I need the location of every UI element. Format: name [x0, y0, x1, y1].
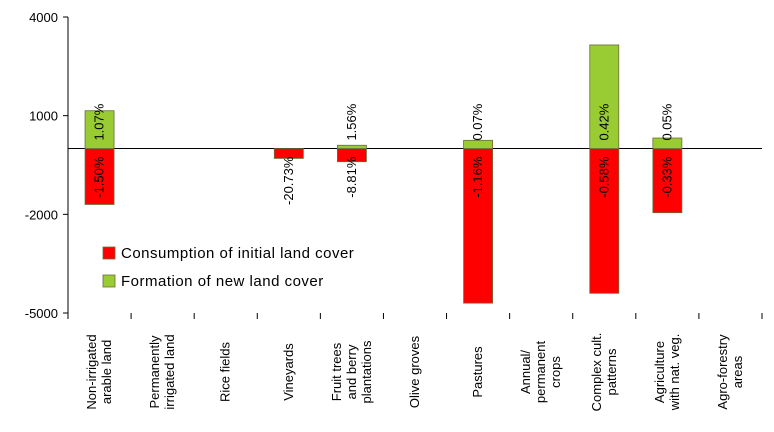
category-label: Vineyards — [281, 343, 296, 401]
category-label: Agriculture with nat. veg. — [652, 334, 682, 412]
formation-percent-label: 0.07% — [470, 103, 485, 140]
y-tick-label: 4000 — [29, 10, 58, 25]
category-label-line: arable land — [99, 340, 114, 404]
consumption-bar — [273, 148, 304, 159]
category-label-line: Permanently — [147, 335, 162, 408]
category-label-line: Annual/ — [518, 350, 533, 394]
bars — [84, 44, 683, 304]
category-label-line: with nat. veg. — [667, 334, 682, 412]
y-tick-label: 1000 — [29, 109, 58, 124]
category-label-line: Agriculture — [652, 341, 667, 403]
consumption-percent-label: -0.33% — [659, 156, 674, 198]
category-label: Complex cult. patterns — [589, 333, 619, 412]
category-label: Fruit trees and berry plantations — [329, 340, 374, 403]
formation-percent-label: 0.42% — [596, 103, 611, 140]
category-label-line: crops — [548, 356, 563, 388]
consumption-percent-label: -1.16% — [470, 156, 485, 198]
category-label-line: Olive groves — [407, 335, 422, 408]
legend-swatch — [102, 274, 116, 288]
formation-percent-label: 1.56% — [344, 103, 359, 140]
formation-percent-label: 1.07% — [92, 103, 107, 140]
consumption-bar — [589, 148, 620, 294]
category-label-line: and berry — [344, 344, 359, 399]
category-label-line: Agro-forestry — [715, 334, 730, 410]
category-label-line: Complex cult. — [589, 333, 604, 412]
consumption-percent-label: -20.73% — [281, 156, 296, 205]
category-label-line: Vineyards — [281, 343, 296, 401]
consumption-bar — [463, 148, 493, 304]
category-label: Pastures — [470, 346, 485, 398]
formation-bar — [84, 110, 115, 149]
axes: 4000 1000 -2000 -5000 — [25, 10, 763, 321]
category-label: Non-irrigated arable land — [84, 334, 114, 409]
category-label: Permanently irrigated land — [147, 334, 177, 409]
category-label-line: patterns — [604, 348, 619, 395]
category-label: Agro-forestry areas — [715, 334, 745, 410]
legend-swatch — [102, 246, 116, 260]
category-label-line: Non-irrigated — [84, 334, 99, 409]
consumption-bar — [652, 148, 683, 214]
formation-bar — [337, 144, 367, 149]
percent-labels: -1.50% -20.73% -8.81% -1.16% -0.58% -0.33% 1.0… — [92, 103, 675, 205]
consumption-percent-label: -1.50% — [92, 156, 107, 198]
category-label-line: Fruit trees — [329, 342, 344, 401]
category-label: Annual/permanent crops — [518, 341, 563, 404]
category-label: Olive groves — [407, 335, 422, 408]
legend-label: Formation of new land cover — [121, 273, 324, 290]
category-label-line: irrigated land — [162, 334, 177, 409]
category-label: Rice fields — [218, 342, 233, 402]
consumption-bar — [84, 148, 115, 205]
y-tick-label: -5000 — [25, 306, 58, 321]
legend-label: Consumption of initial land cover — [121, 245, 354, 262]
category-label-line: plantations — [359, 340, 374, 403]
y-tick-label: -2000 — [25, 207, 58, 222]
formation-percent-label: 0.05% — [659, 103, 674, 140]
category-label-line: Pastures — [470, 346, 485, 398]
category-label-line: permanent — [533, 341, 548, 404]
category-label-line: areas — [730, 355, 745, 388]
category-label-line: Rice fields — [218, 342, 233, 402]
category-labels: Non-irrigated arable land Permanently irrig… — [84, 333, 745, 412]
legend: Consumption of initial land cover Formati… — [102, 245, 354, 290]
consumption-percent-label: -8.81% — [344, 156, 359, 198]
formation-bar — [463, 139, 493, 149]
consumption-percent-label: -0.58% — [596, 156, 611, 198]
formation-bar — [652, 137, 683, 149]
formation-bar — [589, 44, 620, 149]
